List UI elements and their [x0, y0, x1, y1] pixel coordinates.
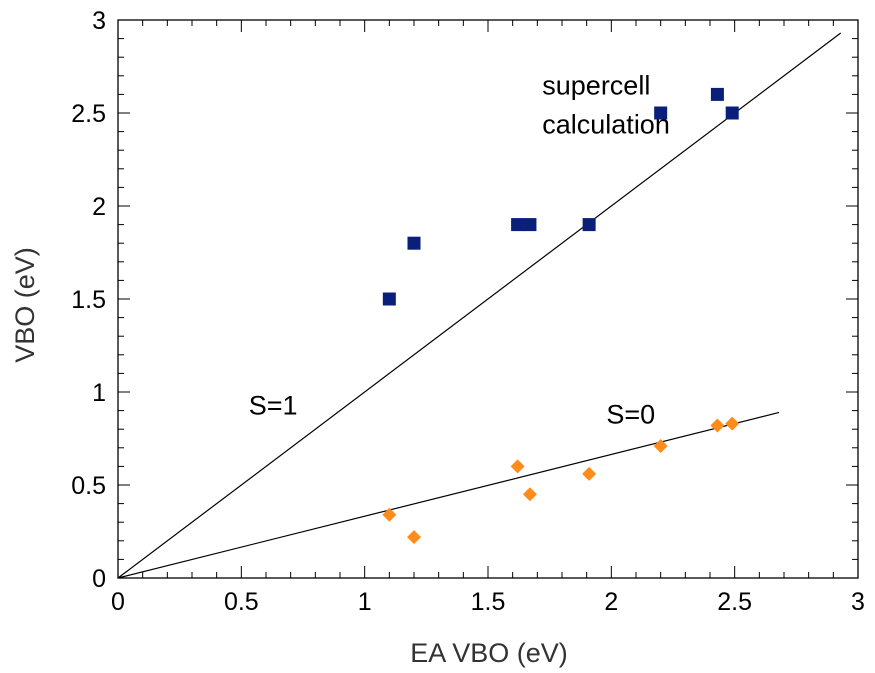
annotation-label: S=0	[606, 400, 655, 430]
y-axis-title: VBO (eV)	[10, 247, 40, 363]
x-tick-label: 3	[851, 588, 865, 616]
y-tick-label: 2	[92, 193, 106, 221]
square-marker	[654, 106, 668, 120]
diamond-marker	[382, 507, 397, 522]
reference-line	[117, 411, 780, 579]
diamond-marker	[407, 530, 421, 545]
y-tick-label: 0	[92, 565, 106, 593]
y-tick-label: 1	[92, 379, 106, 407]
annotation-label: supercell	[542, 70, 650, 100]
x-axis-title: EA VBO (eV)	[410, 638, 568, 668]
square-marker	[523, 218, 537, 232]
diamond-marker	[522, 487, 537, 502]
diamond-marker	[710, 418, 725, 433]
x-tick-label: 1.5	[471, 588, 506, 616]
x-tick-label: 2	[604, 588, 618, 616]
x-tick-label: 0	[111, 588, 125, 616]
square-marker	[382, 292, 396, 306]
data-points	[382, 87, 740, 545]
diamond-marker	[653, 438, 668, 453]
square-marker	[511, 218, 525, 232]
square-marker	[582, 218, 596, 232]
square-marker	[710, 87, 724, 101]
square-marker	[407, 236, 421, 250]
diamond-marker	[510, 459, 525, 474]
annotation-label: S=1	[249, 390, 298, 420]
y-tick-label: 2.5	[71, 100, 106, 128]
y-tick-label: 3	[92, 7, 106, 35]
diamond-marker	[725, 416, 740, 431]
annotations: supercell calculation S=1 S=0	[249, 70, 670, 429]
x-tick-label: 2.5	[717, 588, 752, 616]
axis-ticks	[117, 19, 859, 579]
x-tick-label: 1	[358, 588, 372, 616]
y-tick-label: 1.5	[71, 286, 106, 314]
x-tick-label: 0.5	[224, 588, 259, 616]
y-tick-label: 0.5	[71, 472, 106, 500]
reference-lines	[117, 32, 842, 579]
tick-labels: 0 0.5 1 1.5 2 2.5 3 0 0.5 1 1.5 2 2.5 3	[71, 7, 865, 616]
annotation-label: calculation	[542, 109, 670, 139]
square-marker	[725, 106, 739, 120]
diamond-marker	[582, 466, 597, 481]
reference-line	[117, 32, 842, 579]
